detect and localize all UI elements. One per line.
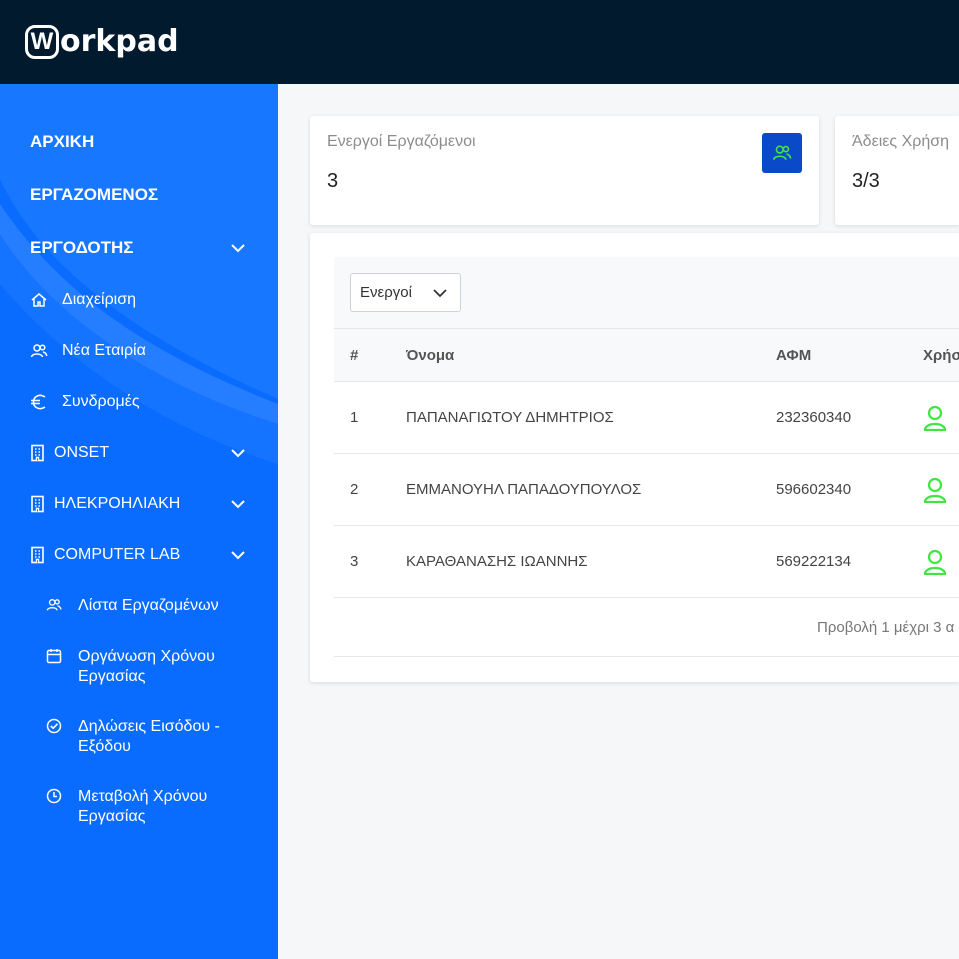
sidebar-wave-decoration bbox=[0, 84, 278, 464]
user-icon[interactable] bbox=[923, 526, 947, 597]
euro-icon bbox=[31, 394, 46, 410]
logo-text: orkpad bbox=[60, 24, 179, 59]
column-header-name[interactable]: Όνομα bbox=[406, 346, 455, 364]
row-number: 1 bbox=[350, 409, 359, 426]
chevron-down-icon bbox=[433, 289, 447, 298]
sidebar-item-company-onset[interactable]: ONSET bbox=[0, 433, 278, 473]
table-row[interactable]: 3 ΚΑΡΑΘΑΝΑΣΗΣ ΙΩΑΝΝΗΣ 569222134 bbox=[334, 526, 959, 598]
workpad-logo[interactable]: W orkpad bbox=[25, 22, 179, 62]
users-icon bbox=[772, 145, 792, 160]
row-name: ΚΑΡΑΘΑΝΑΣΗΣ ΙΩΑΝΝΗΣ bbox=[406, 553, 588, 570]
chevron-down-icon bbox=[231, 551, 245, 560]
column-header-afm[interactable]: ΑΦΜ bbox=[776, 346, 812, 364]
sidebar-item-work-time-change[interactable]: Μεταβολή Χρόνου Εργασίας bbox=[46, 787, 266, 827]
sidebar-item-label: ONSET bbox=[54, 444, 110, 461]
user-icon[interactable] bbox=[923, 382, 947, 453]
table-row[interactable]: 1 ΠΑΠΑΝΑΓΙΩΤΟΥ ΔΗΜΗΤΡΙΟΣ 232360340 bbox=[334, 382, 959, 454]
sidebar-item-label: ΕΡΓΟΔΟΤΗΣ bbox=[30, 238, 134, 257]
sidebar-item-employee[interactable]: ΕΡΓΑΖΟΜΕΝΟΣ bbox=[0, 175, 278, 215]
sidebar-item-label: COMPUTER LAB bbox=[54, 546, 181, 563]
sidebar-item-company-ilekroiliaki[interactable]: ΗΛΕΚΡΟΗΛΙΑΚΗ bbox=[0, 484, 278, 524]
table-pagination-info: Προβολή 1 μέχρι 3 α bbox=[334, 598, 959, 657]
home-icon bbox=[31, 293, 47, 307]
row-name: ΕΜΜΑΝΟΥΗΛ ΠΑΠΑΔΟΥΠΟΥΛΟΣ bbox=[406, 481, 642, 498]
sidebar-item-label: Διαχείριση bbox=[62, 291, 137, 308]
employees-table-card: Ενεργοί # Όνομα ΑΦΜ Χρήσ 1 ΠΑΠΑΝΑΓΙΩΤΟΥ … bbox=[310, 233, 959, 682]
stat-icon-badge bbox=[762, 133, 802, 173]
sidebar-item-employee-list[interactable]: Λίστα Εργαζομένων bbox=[46, 596, 266, 616]
stat-card-active-employees: Ενεργοί Εργαζόμενοι 3 bbox=[310, 116, 819, 225]
sidebar-item-label: ΗΛΕΚΡΟΗΛΙΑΚΗ bbox=[54, 495, 181, 512]
sidebar-item-label: Δηλώσεις Εισόδου - Εξόδου bbox=[78, 718, 220, 755]
calendar-icon bbox=[46, 649, 62, 664]
stat-card-licenses: Άδειες Χρήση 3/3 bbox=[835, 116, 959, 225]
building-icon bbox=[31, 495, 44, 513]
table-header: # Όνομα ΑΦΜ Χρήσ bbox=[334, 328, 959, 382]
logo-mark: W bbox=[25, 25, 59, 59]
sidebar-item-home[interactable]: ΑΡΧΙΚΗ bbox=[0, 122, 278, 162]
sidebar-item-management[interactable]: Διαχείριση bbox=[0, 280, 278, 320]
sidebar-item-label: Νέα Εταιρία bbox=[62, 342, 146, 359]
sidebar: ΑΡΧΙΚΗ ΕΡΓΑΖΟΜΕΝΟΣ ΕΡΓΟΔΟΤΗΣ Διαχείριση … bbox=[0, 84, 278, 959]
sidebar-item-label: ΑΡΧΙΚΗ bbox=[30, 132, 95, 151]
sidebar-item-label: Μεταβολή Χρόνου Εργασίας bbox=[78, 788, 208, 825]
chevron-down-icon bbox=[231, 244, 245, 253]
users-icon bbox=[46, 599, 62, 611]
user-icon[interactable] bbox=[923, 454, 947, 525]
status-filter-value: Ενεργοί bbox=[360, 284, 412, 301]
sidebar-item-label: Λίστα Εργαζομένων bbox=[78, 597, 219, 614]
chevron-down-icon bbox=[231, 449, 245, 458]
column-header-user[interactable]: Χρήσ bbox=[923, 346, 959, 364]
stat-title: Ενεργοί Εργαζόμενοι bbox=[327, 133, 476, 150]
row-afm: 569222134 bbox=[776, 553, 852, 570]
stat-title: Άδειες Χρήση bbox=[852, 133, 950, 150]
sidebar-item-subscriptions[interactable]: Συνδρομές bbox=[0, 382, 278, 422]
row-number: 3 bbox=[350, 553, 359, 570]
status-filter-select[interactable]: Ενεργοί bbox=[350, 273, 461, 312]
chevron-down-icon bbox=[231, 500, 245, 509]
building-icon bbox=[31, 546, 44, 564]
table-row[interactable]: 2 ΕΜΜΑΝΟΥΗΛ ΠΑΠΑΔΟΥΠΟΥΛΟΣ 596602340 bbox=[334, 454, 959, 526]
sidebar-item-entry-exit-declarations[interactable]: Δηλώσεις Εισόδου - Εξόδου bbox=[46, 717, 266, 757]
sidebar-item-work-time-organization[interactable]: Οργάνωση Χρόνου Εργασίας bbox=[46, 647, 266, 687]
table-panel: Ενεργοί # Όνομα ΑΦΜ Χρήσ 1 ΠΑΠΑΝΑΓΙΩΤΟΥ … bbox=[334, 257, 959, 657]
sidebar-item-employer[interactable]: ΕΡΓΟΔΟΤΗΣ bbox=[0, 228, 278, 268]
row-afm: 596602340 bbox=[776, 481, 852, 498]
top-bar: W orkpad bbox=[0, 0, 959, 84]
building-icon bbox=[31, 444, 44, 462]
users-icon bbox=[30, 344, 48, 358]
stat-value: 3/3 bbox=[852, 170, 880, 192]
sidebar-item-label: Συνδρομές bbox=[62, 393, 140, 410]
column-header-number[interactable]: # bbox=[350, 346, 359, 364]
stat-value: 3 bbox=[327, 170, 339, 192]
row-afm: 232360340 bbox=[776, 409, 852, 426]
sidebar-item-new-company[interactable]: Νέα Εταιρία bbox=[0, 331, 278, 371]
sidebar-item-company-computer-lab[interactable]: COMPUTER LAB bbox=[0, 535, 278, 575]
row-name: ΠΑΠΑΝΑΓΙΩΤΟΥ ΔΗΜΗΤΡΙΟΣ bbox=[406, 409, 614, 426]
sidebar-item-label: Οργάνωση Χρόνου Εργασίας bbox=[78, 648, 215, 685]
row-number: 2 bbox=[350, 481, 359, 498]
check-circle-icon bbox=[46, 718, 62, 734]
pagination-text: Προβολή 1 μέχρι 3 α bbox=[817, 619, 955, 636]
sidebar-item-label: ΕΡΓΑΖΟΜΕΝΟΣ bbox=[30, 185, 159, 204]
clock-icon bbox=[46, 788, 62, 804]
